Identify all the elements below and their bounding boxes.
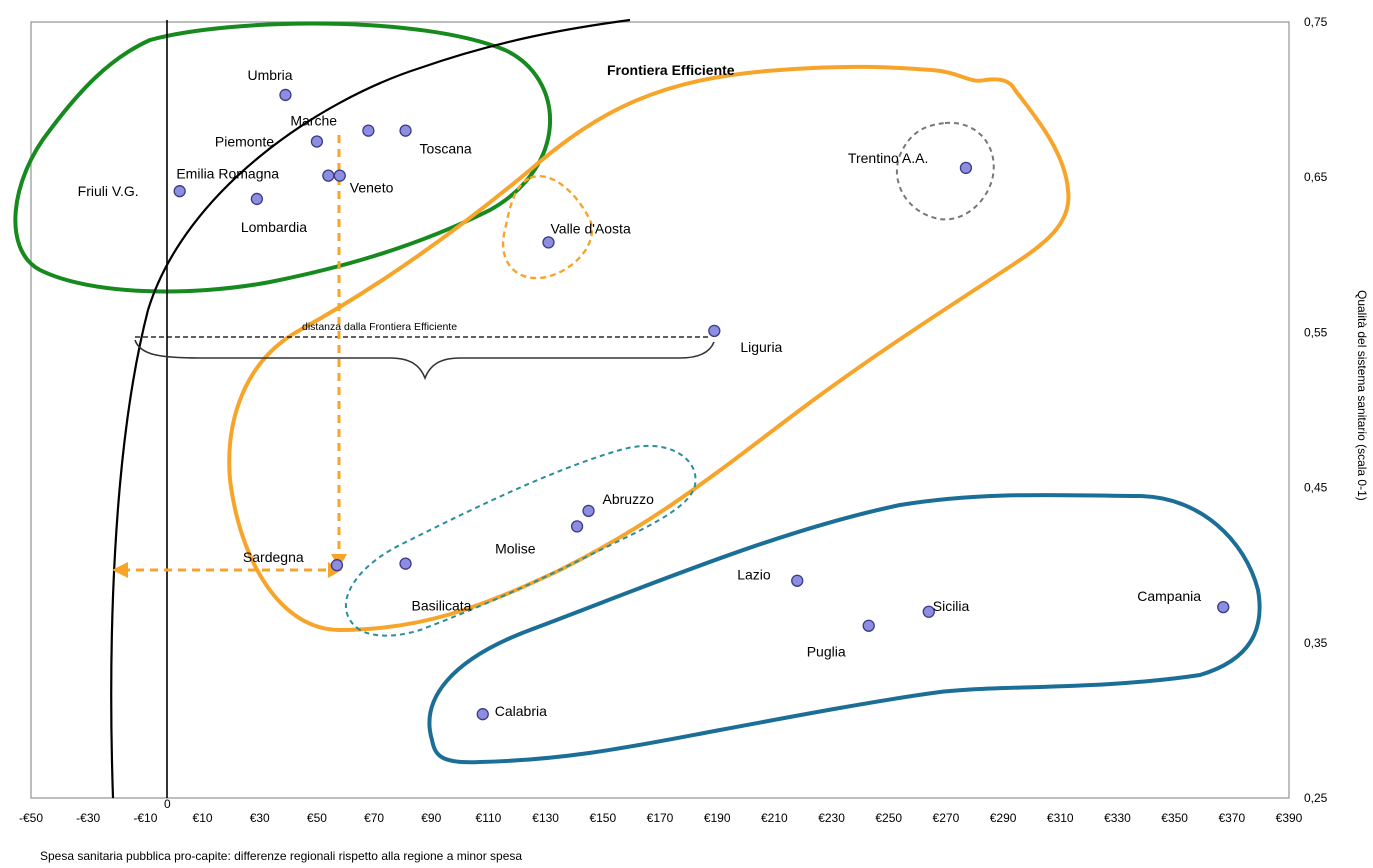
point-label: Emilia Romagna bbox=[176, 166, 279, 182]
x-tick-label: €270 bbox=[933, 811, 960, 825]
x-tick-label: €130 bbox=[532, 811, 559, 825]
point-label: Calabria bbox=[495, 703, 547, 719]
x-ticks: -€50 -€30 -€10 €10 €30 €50 €70 €90 €110 €130 €150 €… bbox=[19, 811, 1303, 825]
data-point bbox=[362, 124, 375, 137]
x-tick-label: €70 bbox=[364, 811, 384, 825]
data-point bbox=[476, 708, 489, 721]
y-ticks: 0,25 0,35 0,45 0,55 0,65 0,75 bbox=[1304, 15, 1328, 805]
x-tick-label: -€10 bbox=[133, 811, 157, 825]
frontier-title: Frontiera Efficiente bbox=[607, 62, 735, 78]
group-outlines bbox=[13, 21, 1262, 765]
data-point bbox=[279, 88, 292, 102]
point-label: Basilicata bbox=[412, 598, 472, 614]
x-tick-label: €110 bbox=[476, 811, 502, 825]
x-tick-label: €350 bbox=[1161, 811, 1188, 825]
x-tick-label: -€50 bbox=[19, 811, 43, 825]
point-label: Piemonte bbox=[215, 134, 274, 150]
x-tick-label: €50 bbox=[307, 811, 327, 825]
point-label: Molise bbox=[495, 540, 536, 556]
zero-tick-label: 0 bbox=[164, 797, 171, 811]
distance-label: distanza dalla Frontiera Efficiente bbox=[302, 321, 457, 333]
y-tick-label: 0,35 bbox=[1304, 636, 1328, 650]
point-label: Abruzzo bbox=[603, 491, 655, 507]
point-label: Lombardia bbox=[241, 219, 307, 235]
data-point bbox=[959, 161, 973, 175]
data-point bbox=[570, 520, 584, 533]
data-point bbox=[862, 619, 875, 632]
y-tick-label: 0,45 bbox=[1304, 481, 1328, 495]
x-tick-label: €30 bbox=[250, 811, 270, 825]
data-point bbox=[322, 169, 335, 182]
data-point bbox=[250, 192, 264, 206]
x-tick-label: €190 bbox=[704, 811, 731, 825]
data-point bbox=[399, 557, 412, 570]
data-point bbox=[542, 236, 555, 249]
point-label: Sardegna bbox=[243, 549, 304, 565]
x-tick-label: €150 bbox=[589, 811, 616, 825]
point-label: Puglia bbox=[807, 644, 846, 660]
dashed-basilicata-abruzzo-outline bbox=[344, 444, 697, 637]
horizontal-arrow-head bbox=[112, 562, 128, 578]
x-tick-label: €250 bbox=[875, 811, 902, 825]
x-tick-label: €210 bbox=[761, 811, 788, 825]
x-tick-label: €230 bbox=[818, 811, 845, 825]
x-tick-label: €10 bbox=[193, 811, 213, 825]
point-label: Umbria bbox=[247, 67, 292, 83]
point-label: Marche bbox=[290, 113, 337, 129]
north-group-outline bbox=[13, 21, 552, 294]
y-tick-label: 0,65 bbox=[1304, 170, 1328, 184]
point-labels: Umbria Marche Toscana Piemonte Emilia Romagn… bbox=[78, 67, 1202, 719]
point-label: Campania bbox=[1137, 588, 1201, 604]
x-tick-label: -€30 bbox=[76, 811, 100, 825]
point-label: Valle d'Aosta bbox=[550, 220, 630, 236]
dashed-trentino-outline bbox=[895, 121, 995, 221]
data-point bbox=[922, 605, 935, 618]
y-tick-label: 0,75 bbox=[1304, 15, 1328, 29]
point-label: Sicilia bbox=[933, 598, 970, 614]
point-label: Toscana bbox=[420, 141, 472, 157]
dashed-valle-aosta-outline bbox=[501, 175, 594, 280]
x-tick-label: €390 bbox=[1276, 811, 1303, 825]
point-label: Friuli V.G. bbox=[78, 183, 139, 199]
y-tick-label: 0,55 bbox=[1304, 325, 1328, 339]
data-point bbox=[708, 324, 721, 337]
y-tick-label: 0,25 bbox=[1304, 791, 1328, 805]
x-tick-label: €370 bbox=[1218, 811, 1245, 825]
point-label: Liguria bbox=[740, 339, 782, 355]
data-point bbox=[310, 135, 324, 148]
data-point bbox=[1217, 600, 1230, 614]
point-label: Veneto bbox=[350, 180, 394, 196]
distance-brace bbox=[134, 339, 715, 381]
x-tick-label: €290 bbox=[990, 811, 1017, 825]
south-group-outline bbox=[427, 492, 1262, 765]
plot-area bbox=[30, 21, 1290, 799]
frontier-curve bbox=[110, 18, 631, 799]
x-tick-label: €310 bbox=[1047, 811, 1074, 825]
data-point bbox=[330, 559, 344, 572]
data-point bbox=[173, 185, 186, 198]
data-point bbox=[399, 124, 412, 137]
data-points bbox=[173, 88, 1230, 721]
x-tick-label: €330 bbox=[1104, 811, 1131, 825]
point-label: Trentino A.A. bbox=[848, 150, 928, 166]
data-point bbox=[582, 504, 595, 518]
point-label: Lazio bbox=[737, 567, 771, 583]
x-axis-label: Spesa sanitaria pubblica pro-capite: dif… bbox=[40, 849, 522, 863]
x-tick-label: €170 bbox=[647, 811, 674, 825]
x-tick-label: €90 bbox=[421, 811, 441, 825]
data-point bbox=[333, 169, 346, 182]
data-point bbox=[791, 574, 804, 587]
y-axis-label: Qualità del sistema sanitario (scala 0-1… bbox=[1355, 290, 1369, 501]
